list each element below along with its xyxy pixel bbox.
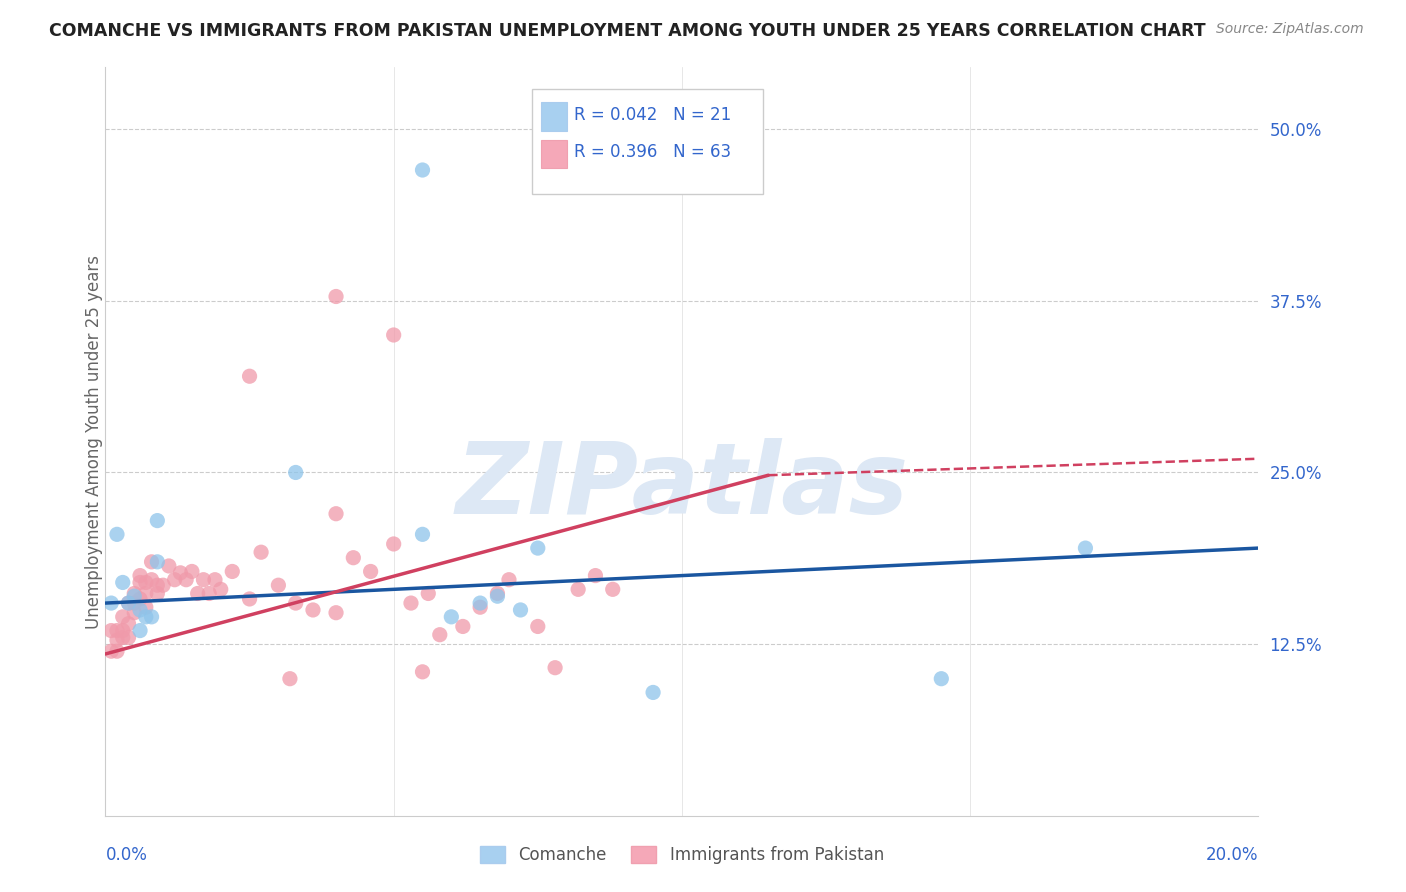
Point bbox=[117, 596, 139, 610]
Point bbox=[440, 610, 463, 624]
Point bbox=[111, 631, 134, 645]
Point bbox=[325, 606, 347, 620]
Point bbox=[527, 541, 550, 555]
Point bbox=[193, 573, 215, 587]
Point bbox=[174, 573, 197, 587]
Point bbox=[418, 586, 440, 600]
Point bbox=[567, 582, 589, 597]
Point bbox=[105, 624, 128, 638]
Point bbox=[146, 578, 169, 592]
Point bbox=[1074, 541, 1097, 555]
Point bbox=[135, 575, 157, 590]
Text: R = 0.042   N = 21: R = 0.042 N = 21 bbox=[574, 106, 731, 124]
Point bbox=[135, 610, 157, 624]
Point bbox=[198, 586, 221, 600]
Point bbox=[602, 582, 624, 597]
Point bbox=[509, 603, 531, 617]
Point bbox=[486, 586, 509, 600]
Point bbox=[100, 596, 122, 610]
Text: Source: ZipAtlas.com: Source: ZipAtlas.com bbox=[1216, 22, 1364, 37]
Point bbox=[105, 644, 128, 658]
Point bbox=[239, 591, 262, 606]
Point bbox=[239, 369, 262, 384]
Point bbox=[105, 527, 128, 541]
Point bbox=[152, 578, 174, 592]
Point bbox=[146, 514, 169, 528]
Point bbox=[169, 566, 191, 580]
Point bbox=[124, 606, 146, 620]
Point bbox=[117, 616, 139, 631]
Point bbox=[360, 565, 382, 579]
Point bbox=[429, 628, 451, 642]
Point bbox=[111, 575, 134, 590]
Point bbox=[325, 507, 347, 521]
Point bbox=[129, 575, 152, 590]
Point bbox=[187, 586, 209, 600]
Text: 0.0%: 0.0% bbox=[105, 847, 148, 864]
Point bbox=[544, 661, 567, 675]
Point bbox=[100, 644, 122, 658]
Point bbox=[931, 672, 953, 686]
Point bbox=[157, 558, 180, 573]
Y-axis label: Unemployment Among Youth under 25 years: Unemployment Among Youth under 25 years bbox=[86, 254, 103, 629]
Point bbox=[411, 527, 433, 541]
Point bbox=[411, 163, 433, 178]
Point bbox=[250, 545, 273, 559]
Point bbox=[382, 537, 405, 551]
Text: COMANCHE VS IMMIGRANTS FROM PAKISTAN UNEMPLOYMENT AMONG YOUTH UNDER 25 YEARS COR: COMANCHE VS IMMIGRANTS FROM PAKISTAN UNE… bbox=[49, 22, 1206, 40]
Point bbox=[585, 568, 607, 582]
Point bbox=[124, 596, 146, 610]
Point bbox=[643, 685, 665, 699]
FancyBboxPatch shape bbox=[531, 89, 762, 194]
Point bbox=[498, 573, 520, 587]
Point bbox=[284, 466, 307, 480]
Point bbox=[117, 631, 139, 645]
Point bbox=[129, 603, 152, 617]
Point bbox=[221, 565, 243, 579]
Point bbox=[135, 586, 157, 600]
Point bbox=[470, 596, 492, 610]
Text: R = 0.396   N = 63: R = 0.396 N = 63 bbox=[574, 143, 731, 161]
Point bbox=[111, 624, 134, 638]
Point bbox=[105, 633, 128, 648]
Point bbox=[204, 573, 226, 587]
Point bbox=[399, 596, 422, 610]
Point bbox=[129, 624, 152, 638]
Point bbox=[382, 328, 405, 343]
Point bbox=[146, 555, 169, 569]
Point bbox=[342, 550, 364, 565]
Point bbox=[100, 624, 122, 638]
Point bbox=[278, 672, 301, 686]
Point bbox=[141, 610, 163, 624]
Point bbox=[180, 565, 204, 579]
Point bbox=[111, 610, 134, 624]
Text: 20.0%: 20.0% bbox=[1206, 847, 1258, 864]
Point bbox=[411, 665, 433, 679]
Point bbox=[470, 600, 492, 615]
Point bbox=[325, 289, 347, 303]
Point bbox=[267, 578, 290, 592]
Point bbox=[124, 586, 146, 600]
FancyBboxPatch shape bbox=[541, 139, 567, 168]
Point bbox=[141, 573, 163, 587]
Text: ZIPatlas: ZIPatlas bbox=[456, 438, 908, 535]
Point bbox=[129, 591, 152, 606]
Point bbox=[527, 619, 550, 633]
Point bbox=[124, 589, 146, 603]
Point bbox=[284, 596, 307, 610]
Point bbox=[486, 589, 509, 603]
Point bbox=[209, 582, 232, 597]
Point bbox=[117, 596, 139, 610]
Legend: Comanche, Immigrants from Pakistan: Comanche, Immigrants from Pakistan bbox=[479, 846, 884, 864]
Point bbox=[146, 586, 169, 600]
Point bbox=[135, 600, 157, 615]
Point bbox=[163, 573, 186, 587]
Point bbox=[141, 555, 163, 569]
FancyBboxPatch shape bbox=[541, 102, 567, 130]
Point bbox=[129, 568, 152, 582]
Point bbox=[302, 603, 325, 617]
Point bbox=[451, 619, 474, 633]
